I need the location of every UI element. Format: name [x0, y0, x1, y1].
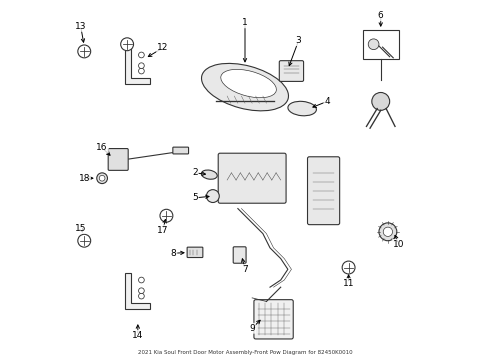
Bar [363, 30, 398, 59]
Text: 1: 1 [242, 18, 248, 27]
Circle shape [78, 234, 91, 247]
FancyBboxPatch shape [187, 247, 203, 257]
Circle shape [139, 288, 144, 294]
Ellipse shape [288, 101, 317, 116]
Polygon shape [125, 48, 150, 84]
Text: 5: 5 [192, 193, 198, 202]
FancyBboxPatch shape [218, 153, 286, 203]
FancyBboxPatch shape [279, 61, 304, 81]
Text: 12: 12 [157, 43, 169, 52]
Circle shape [139, 68, 144, 74]
Circle shape [139, 277, 144, 283]
Circle shape [139, 52, 144, 58]
Circle shape [160, 209, 173, 222]
Circle shape [368, 39, 379, 50]
Text: 13: 13 [75, 22, 86, 31]
Circle shape [78, 45, 91, 58]
Text: 11: 11 [343, 279, 354, 288]
Circle shape [342, 261, 355, 274]
Text: 2021 Kia Soul Front Door Motor Assembly-Front Pow Diagram for 82450K0010: 2021 Kia Soul Front Door Motor Assembly-… [138, 350, 352, 355]
Text: 3: 3 [295, 36, 301, 45]
Circle shape [383, 227, 392, 237]
Text: 6: 6 [378, 11, 384, 20]
Text: 8: 8 [171, 249, 176, 258]
Ellipse shape [221, 69, 276, 98]
FancyBboxPatch shape [254, 300, 293, 339]
FancyBboxPatch shape [173, 147, 189, 154]
Circle shape [372, 93, 390, 111]
Text: 17: 17 [157, 225, 169, 234]
Ellipse shape [201, 170, 217, 179]
Circle shape [97, 173, 107, 184]
Circle shape [139, 293, 144, 299]
Circle shape [99, 175, 105, 181]
Text: 2: 2 [192, 168, 198, 177]
Circle shape [379, 223, 397, 241]
Text: 7: 7 [242, 265, 248, 274]
FancyBboxPatch shape [308, 157, 340, 225]
Circle shape [206, 190, 220, 203]
Text: 16: 16 [97, 143, 108, 152]
Text: 4: 4 [324, 97, 330, 106]
Text: 18: 18 [78, 174, 90, 183]
FancyBboxPatch shape [233, 247, 246, 263]
Text: 14: 14 [132, 331, 144, 340]
Ellipse shape [201, 63, 289, 111]
Circle shape [121, 38, 134, 51]
Text: 10: 10 [393, 240, 404, 249]
Polygon shape [125, 273, 150, 309]
Text: 15: 15 [75, 224, 86, 233]
FancyBboxPatch shape [108, 149, 128, 170]
Circle shape [139, 63, 144, 68]
Text: 9: 9 [249, 324, 255, 333]
